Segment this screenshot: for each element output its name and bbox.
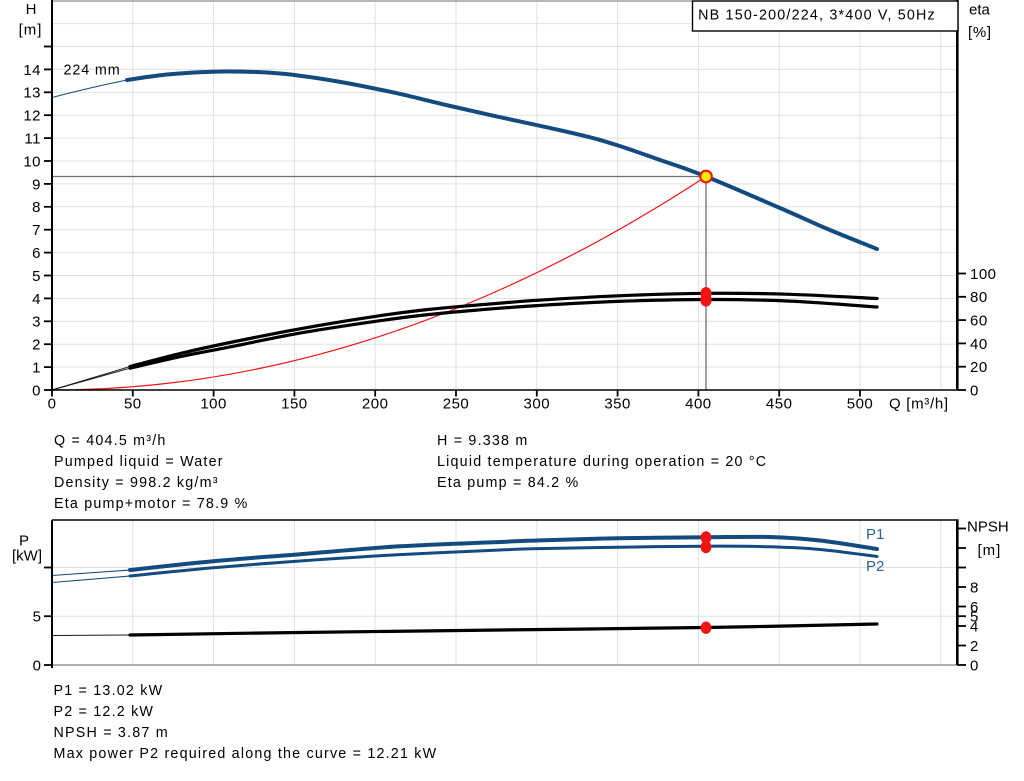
svg-text:5: 5 <box>970 609 979 626</box>
svg-text:6: 6 <box>32 245 41 262</box>
svg-text:1: 1 <box>32 360 41 377</box>
svg-text:[m]: [m] <box>19 22 43 39</box>
svg-text:H = 9.338 m: H = 9.338 m <box>437 433 528 449</box>
svg-text:[kW]: [kW] <box>12 548 42 565</box>
svg-text:P1: P1 <box>866 526 884 543</box>
svg-text:P2 = 12.2 kW: P2 = 12.2 kW <box>54 704 155 720</box>
svg-text:500: 500 <box>847 396 874 413</box>
svg-text:9: 9 <box>32 176 41 193</box>
svg-text:5: 5 <box>32 268 41 285</box>
svg-text:0: 0 <box>970 382 979 399</box>
svg-text:20: 20 <box>970 359 988 376</box>
svg-text:224 mm: 224 mm <box>64 63 121 79</box>
svg-text:0: 0 <box>970 657 979 674</box>
svg-text:4: 4 <box>970 618 979 635</box>
svg-text:5: 5 <box>33 609 41 626</box>
svg-text:Eta pump = 84.2 %: Eta pump = 84.2 % <box>437 475 579 491</box>
svg-text:4: 4 <box>32 291 41 308</box>
svg-text:150: 150 <box>281 396 308 413</box>
svg-text:60: 60 <box>970 313 988 330</box>
svg-text:6: 6 <box>970 599 979 616</box>
svg-text:350: 350 <box>604 396 631 413</box>
svg-text:80: 80 <box>970 289 988 306</box>
svg-text:250: 250 <box>443 396 470 413</box>
svg-text:200: 200 <box>362 396 389 413</box>
svg-text:40: 40 <box>970 336 988 353</box>
svg-text:0: 0 <box>33 657 41 674</box>
svg-text:8: 8 <box>32 199 41 216</box>
svg-text:2: 2 <box>970 638 979 655</box>
svg-text:10: 10 <box>23 153 41 170</box>
svg-text:12: 12 <box>23 108 41 125</box>
svg-text:eta: eta <box>969 2 991 19</box>
svg-text:400: 400 <box>685 396 712 413</box>
svg-text:NB 150-200/224, 3*400 V, 50Hz: NB 150-200/224, 3*400 V, 50Hz <box>698 7 936 23</box>
svg-text:P: P <box>19 533 29 550</box>
svg-text:7: 7 <box>32 222 41 239</box>
svg-text:3: 3 <box>32 314 41 331</box>
svg-text:0: 0 <box>48 396 57 413</box>
svg-text:100: 100 <box>200 396 227 413</box>
svg-text:2: 2 <box>32 337 41 354</box>
svg-text:Max power P2 required along th: Max power P2 required along the curve = … <box>54 746 438 762</box>
svg-text:Pumped liquid = Water: Pumped liquid = Water <box>54 454 224 470</box>
svg-text:H: H <box>26 1 37 18</box>
svg-text:13: 13 <box>23 85 41 102</box>
svg-text:50: 50 <box>124 396 142 413</box>
svg-text:P2: P2 <box>866 558 884 575</box>
svg-text:[m]: [m] <box>978 542 1002 559</box>
svg-text:450: 450 <box>766 396 793 413</box>
svg-text:Q = 404.5 m³/h: Q = 404.5 m³/h <box>54 433 167 449</box>
svg-text:NPSH: NPSH <box>967 519 1009 536</box>
svg-text:14: 14 <box>23 62 41 79</box>
svg-text:P1 = 13.02 kW: P1 = 13.02 kW <box>54 683 164 699</box>
svg-text:0: 0 <box>32 382 41 399</box>
svg-text:8: 8 <box>970 579 979 596</box>
svg-text:100: 100 <box>970 266 997 283</box>
svg-text:NPSH = 3.87 m: NPSH = 3.87 m <box>54 725 169 741</box>
svg-text:Q [m³/h]: Q [m³/h] <box>889 396 949 413</box>
svg-text:[%]: [%] <box>968 24 992 41</box>
svg-text:Eta pump+motor = 78.9 %: Eta pump+motor = 78.9 % <box>54 496 249 512</box>
svg-text:Density = 998.2 kg/m³: Density = 998.2 kg/m³ <box>54 475 219 491</box>
svg-text:300: 300 <box>524 396 551 413</box>
svg-text:Liquid temperature during oper: Liquid temperature during operation = 20… <box>437 454 767 470</box>
svg-text:11: 11 <box>24 131 41 148</box>
